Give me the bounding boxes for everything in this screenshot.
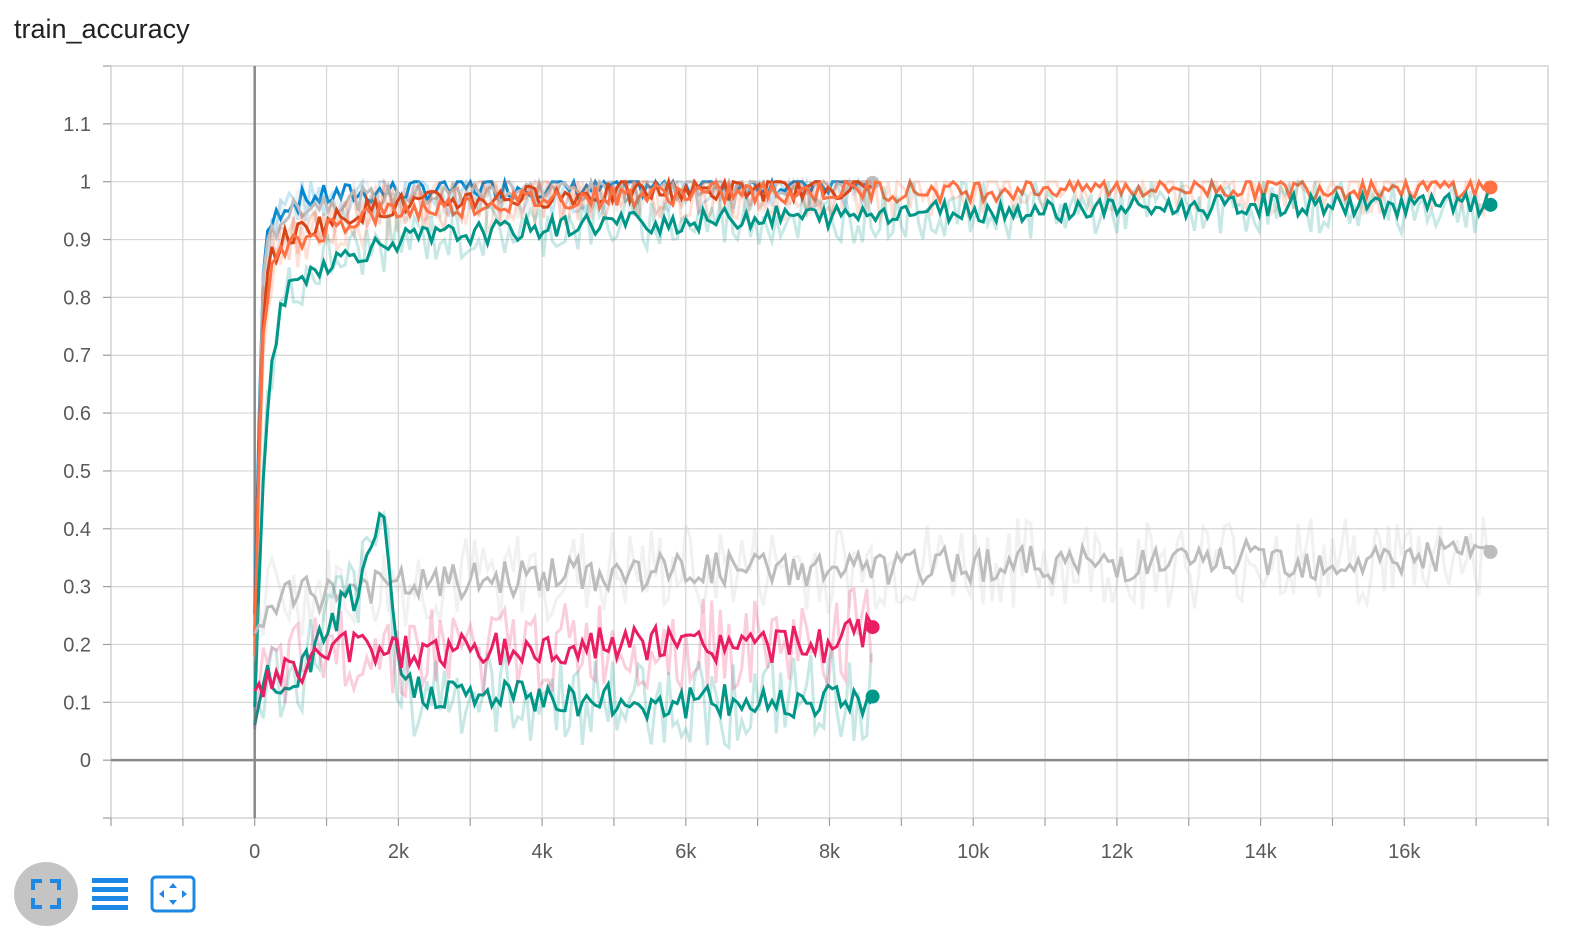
- chart-title: train_accuracy: [14, 14, 190, 44]
- series-raw-line[interactable]: [253, 176, 1490, 625]
- series-raw-line[interactable]: [253, 177, 1488, 729]
- x-tick-label: 10k: [957, 841, 990, 863]
- series-line[interactable]: [253, 188, 1490, 707]
- series-line[interactable]: [253, 175, 873, 636]
- series-end-marker[interactable]: [1483, 544, 1498, 559]
- y-tick-label: 1.1: [63, 114, 91, 136]
- series-raw-line[interactable]: [253, 176, 872, 651]
- fit-domain-icon: [150, 875, 196, 913]
- x-tick-label: 8k: [819, 841, 841, 863]
- x-tick-label: 12k: [1101, 841, 1134, 863]
- series-end-marker[interactable]: [865, 620, 880, 635]
- x-tick-label: 0: [249, 841, 260, 863]
- toggle-log-scale-button[interactable]: [88, 872, 132, 916]
- y-tick-label: 0.7: [63, 345, 91, 367]
- series-end-marker[interactable]: [865, 689, 880, 704]
- expand-chart-button[interactable]: [14, 862, 78, 926]
- y-tick-label: 0.9: [63, 230, 91, 252]
- series-end-marker[interactable]: [1483, 180, 1498, 195]
- y-tick-label: 0.8: [63, 287, 91, 309]
- x-tick-label: 16k: [1388, 841, 1421, 863]
- y-tick-label: 0.6: [63, 403, 91, 425]
- series-raw-line[interactable]: [253, 586, 873, 731]
- series-line[interactable]: [253, 510, 873, 726]
- list-lines-icon: [92, 878, 128, 910]
- tick-labels: 0 2k 4k 6k 8k 10k 12k 14k 16k 0 0.1 0.2 0.3 0.4 0.5 0.6…: [63, 114, 1421, 863]
- x-tick-label: 14k: [1244, 841, 1277, 863]
- series-raw-line[interactable]: [253, 516, 1490, 662]
- x-tick-label: 2k: [388, 841, 410, 863]
- y-tick-label: 0.2: [63, 634, 91, 656]
- x-tick-label: 6k: [675, 841, 697, 863]
- series-line[interactable]: [253, 535, 1489, 635]
- fullscreen-icon: [31, 879, 61, 909]
- series-lines[interactable]: [253, 175, 1498, 751]
- grid-lines: [110, 65, 1549, 819]
- series-raw-line[interactable]: [253, 509, 873, 751]
- y-tick-label: 0.4: [63, 519, 91, 541]
- y-tick-label: 0.3: [63, 577, 91, 599]
- fit-domain-button[interactable]: [148, 872, 198, 916]
- y-tick-label: 1: [80, 172, 91, 194]
- x-tick-label: 4k: [532, 841, 554, 863]
- y-tick-label: 0: [80, 750, 91, 772]
- y-tick-label: 0.1: [63, 692, 91, 714]
- y-tick-label: 0.5: [63, 461, 91, 483]
- series-line[interactable]: [253, 611, 873, 698]
- series-line[interactable]: [253, 176, 1489, 656]
- series-end-marker[interactable]: [1483, 197, 1498, 212]
